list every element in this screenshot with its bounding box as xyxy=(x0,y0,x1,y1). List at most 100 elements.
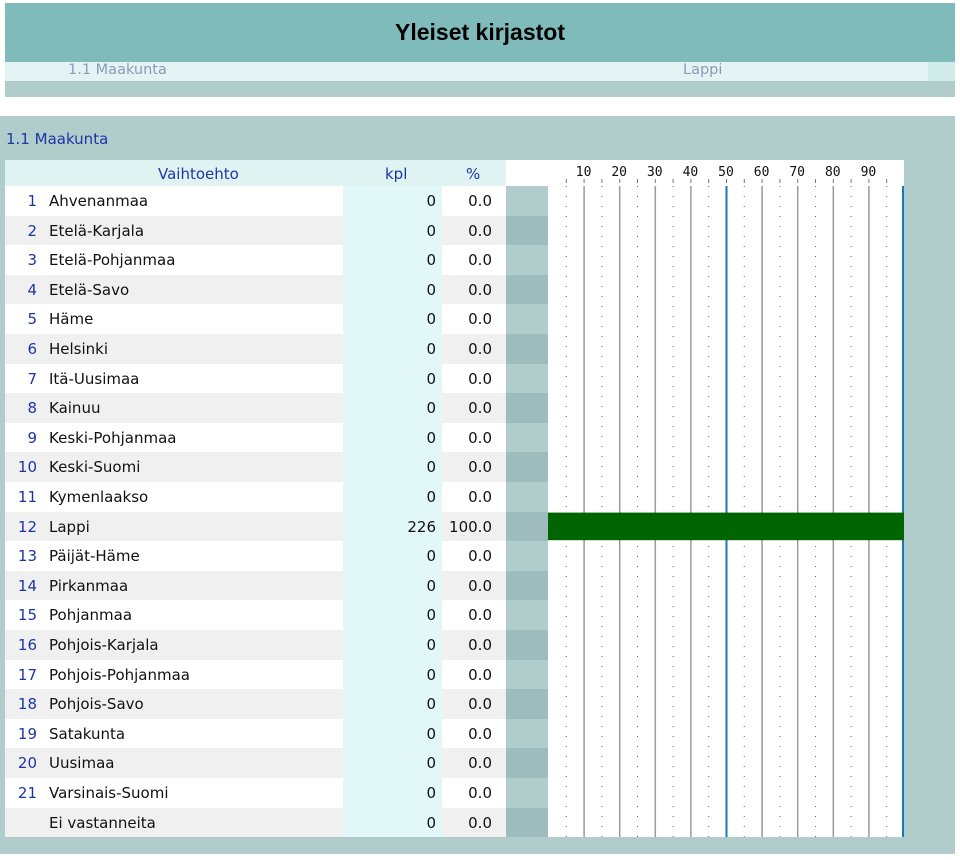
header-gap-cell xyxy=(506,160,548,186)
row-lead-cell xyxy=(0,630,5,660)
row-right-cell xyxy=(904,274,955,305)
row-count: 0 xyxy=(343,452,442,482)
row-name: Häme xyxy=(44,304,343,334)
row-percent: 100.0 xyxy=(442,511,506,542)
row-right-cell xyxy=(904,600,955,630)
subheader-question: 1.1 Maakunta xyxy=(68,62,167,78)
row-right-cell xyxy=(904,748,955,778)
row-percent: 0.0 xyxy=(442,393,506,423)
row-gap-cell xyxy=(506,511,548,542)
row-gap-cell xyxy=(506,570,548,601)
row-gap-cell xyxy=(506,689,548,719)
row-percent: 0.0 xyxy=(442,482,506,512)
row-gap-cell xyxy=(506,600,548,630)
x-tick-label: 80 xyxy=(825,165,841,180)
row-right-cell xyxy=(904,245,955,275)
row-lead-cell xyxy=(0,511,5,542)
row-lead-cell xyxy=(0,274,5,305)
row-number: 20 xyxy=(5,748,44,778)
header-num-cell xyxy=(5,160,44,186)
row-number: 12 xyxy=(5,511,44,542)
row-gap-cell xyxy=(506,245,548,275)
row-name: Etelä-Pohjanmaa xyxy=(44,245,343,275)
row-name: Päijät-Häme xyxy=(44,541,343,571)
row-right-cell xyxy=(904,511,955,542)
row-gap-cell xyxy=(506,807,548,838)
row-percent: 0.0 xyxy=(442,334,506,364)
row-count: 0 xyxy=(343,482,442,512)
row-count: 0 xyxy=(343,600,442,630)
row-count: 0 xyxy=(343,778,442,808)
column-header-pct: % xyxy=(466,165,481,183)
row-gap-cell xyxy=(506,748,548,778)
bar-chart: 10 20 30 40 50 60 70 80 90 xyxy=(548,165,904,837)
row-lead-cell xyxy=(0,304,5,334)
table-row: 3 Etelä-Pohjanmaa 0 0.0 xyxy=(0,245,955,275)
row-count: 0 xyxy=(343,659,442,690)
row-gap-cell xyxy=(506,186,548,216)
row-right-cell xyxy=(904,659,955,690)
title-bar: Yleiset kirjastot xyxy=(5,3,955,62)
row-gap-cell xyxy=(506,541,548,571)
row-percent: 0.0 xyxy=(442,778,506,808)
row-number: 8 xyxy=(5,393,44,423)
row-name: Uusimaa xyxy=(44,748,343,778)
row-number: 19 xyxy=(5,718,44,749)
table-row: Ei vastanneita 0 0.0 xyxy=(0,807,955,838)
header-kpl-cell xyxy=(343,160,442,186)
row-lead-cell xyxy=(0,600,5,630)
row-number: 16 xyxy=(5,630,44,660)
row-right-cell xyxy=(904,422,955,453)
table-row: 16 Pohjois-Karjala 0 0.0 xyxy=(0,630,955,660)
row-name: Pirkanmaa xyxy=(44,570,343,601)
row-count: 0 xyxy=(343,630,442,660)
header-right-cell xyxy=(904,160,955,186)
row-number: 14 xyxy=(5,570,44,601)
x-tick-label: 10 xyxy=(576,165,592,180)
row-gap-cell xyxy=(506,452,548,482)
row-gap-cell xyxy=(506,274,548,305)
row-lead-cell xyxy=(0,363,5,394)
row-lead-cell xyxy=(0,807,5,838)
row-count: 0 xyxy=(343,718,442,749)
row-right-cell xyxy=(904,541,955,571)
row-right-cell xyxy=(904,689,955,719)
x-tick-label: 20 xyxy=(611,165,627,180)
row-number: 15 xyxy=(5,600,44,630)
row-lead-cell xyxy=(0,245,5,275)
row-number: 7 xyxy=(5,363,44,394)
table-row: 11 Kymenlaakso 0 0.0 xyxy=(0,482,955,512)
row-percent: 0.0 xyxy=(442,689,506,719)
row-gap-cell xyxy=(506,718,548,749)
row-number: 1 xyxy=(5,186,44,216)
x-tick-label: 70 xyxy=(789,165,805,180)
row-count: 0 xyxy=(343,748,442,778)
row-percent: 0.0 xyxy=(442,186,506,216)
table-row: 6 Helsinki 0 0.0 xyxy=(0,334,955,364)
table-row: 14 Pirkanmaa 0 0.0 xyxy=(0,570,955,601)
row-count: 0 xyxy=(343,393,442,423)
row-percent: 0.0 xyxy=(442,363,506,394)
row-lead-cell xyxy=(0,452,5,482)
x-tick-label: 50 xyxy=(718,165,734,180)
row-right-cell xyxy=(904,807,955,838)
row-percent: 0.0 xyxy=(442,807,506,838)
row-right-cell xyxy=(904,363,955,394)
row-name: Varsinais-Suomi xyxy=(44,778,343,808)
row-name: Etelä-Savo xyxy=(44,274,343,305)
header-pct-cell xyxy=(442,160,506,186)
row-count: 0 xyxy=(343,304,442,334)
row-count: 0 xyxy=(343,689,442,719)
column-header-kpl: kpl xyxy=(385,165,408,183)
row-lead-cell xyxy=(0,541,5,571)
row-right-cell xyxy=(904,482,955,512)
table-row: 10 Keski-Suomi 0 0.0 xyxy=(0,452,955,482)
section-title: 1.1 Maakunta xyxy=(6,130,109,148)
x-tick-label: 40 xyxy=(683,165,699,180)
table-row: 8 Kainuu 0 0.0 xyxy=(0,393,955,423)
row-gap-cell xyxy=(506,393,548,423)
page-title: Yleiset kirjastot xyxy=(394,19,566,45)
row-percent: 0.0 xyxy=(442,304,506,334)
table-row: 4 Etelä-Savo 0 0.0 xyxy=(0,274,955,305)
column-header-vaihtoehto: Vaihtoehto xyxy=(158,165,239,183)
